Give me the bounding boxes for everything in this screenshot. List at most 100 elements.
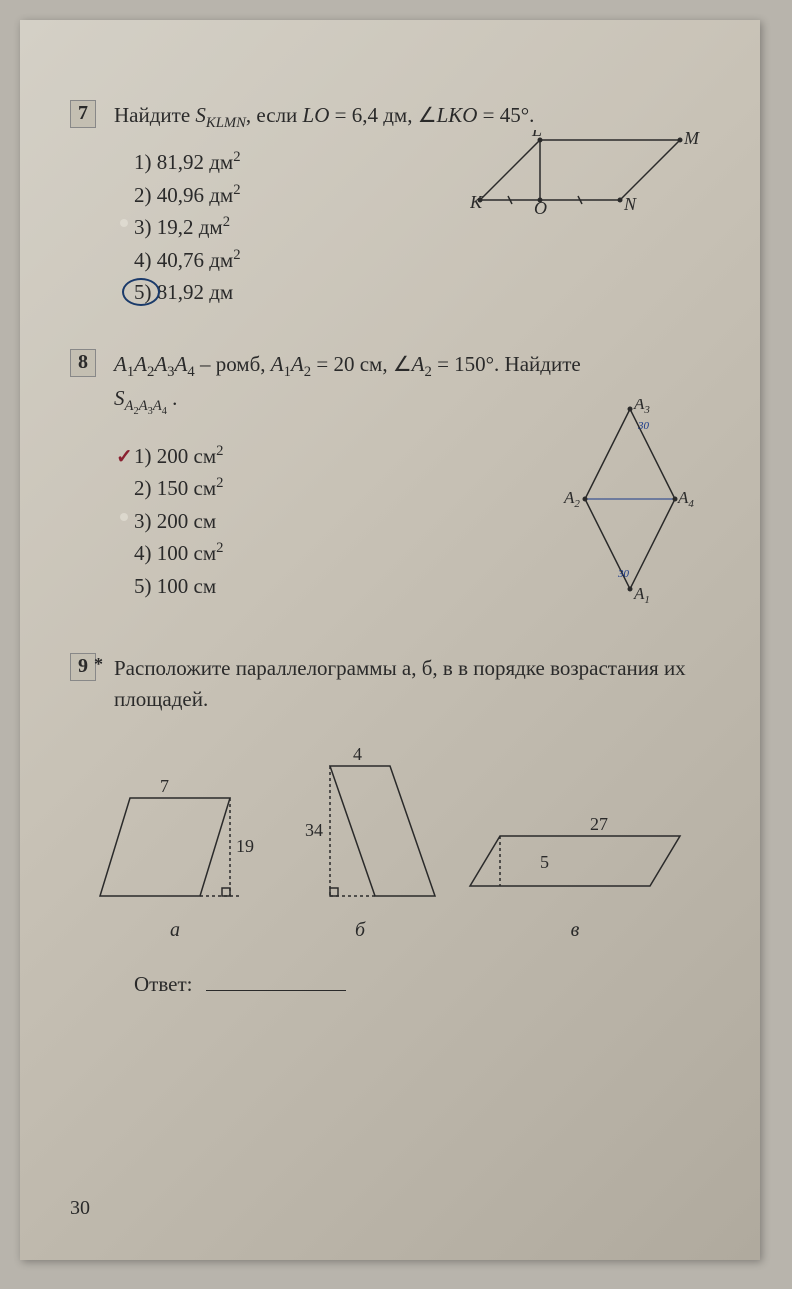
pen-check-icon: ✓ xyxy=(116,442,133,473)
shape-a-label: а xyxy=(90,919,260,942)
opt-num: 4) xyxy=(134,541,157,565)
option-7-4: 4) 40,76 дм2 xyxy=(134,244,710,277)
parallelogram-c-diagram: 27 5 xyxy=(460,816,690,906)
shape-b: 4 34 б xyxy=(275,746,445,942)
dim-side-c: 5 xyxy=(540,852,549,872)
label-A2: A xyxy=(563,488,575,507)
rhombus-diagram: A3 A4 A1 A2 30 30 xyxy=(560,399,700,609)
parallelogram-b-diagram: 4 34 xyxy=(275,746,445,906)
opt-sup: 2 xyxy=(216,540,223,556)
t: A xyxy=(134,352,147,376)
opt-val: 19,2 дм xyxy=(157,215,223,239)
opt-sup: 2 xyxy=(223,214,230,230)
t: A xyxy=(154,352,167,376)
t: 2 xyxy=(424,364,431,380)
problem-number-8: 8 xyxy=(70,349,96,377)
t: A xyxy=(153,398,162,414)
sub: 4 xyxy=(688,498,694,510)
page: 7 Найдите SKLMN, если LO = 6,4 дм, ∠LKO … xyxy=(20,20,760,1260)
opt-num: 3) xyxy=(134,509,157,533)
page-number: 30 xyxy=(70,1197,90,1220)
opt-num: 1) xyxy=(134,150,157,174)
opt-sup: 2 xyxy=(233,182,240,198)
parallelogram-klmn-diagram: K L M N O xyxy=(470,130,700,215)
parallelogram-a-diagram: 7 19 xyxy=(90,776,260,906)
opt-val: 200 см xyxy=(157,444,216,468)
text: = 45°. xyxy=(477,103,534,127)
dim-side-a: 19 xyxy=(236,836,254,856)
opt-sup: 2 xyxy=(233,247,240,263)
svg-text:A3: A3 xyxy=(633,399,650,416)
t: A xyxy=(291,352,304,376)
t: 4 xyxy=(187,364,194,380)
opt-sup: 2 xyxy=(216,475,223,491)
sub: 3 xyxy=(643,404,650,416)
opt-num: 4) xyxy=(134,248,157,272)
eraser-dot-icon xyxy=(120,513,128,521)
label-M: M xyxy=(683,130,700,148)
opt-num: 3) xyxy=(134,215,157,239)
svg-text:A1: A1 xyxy=(633,584,650,606)
shape-a: 7 19 а xyxy=(90,776,260,942)
shape-b-label: б xyxy=(275,919,445,942)
var-LO: LO xyxy=(303,103,330,127)
eraser-dot-icon xyxy=(120,219,128,227)
option-7-3: 3) 19,2 дм2 xyxy=(134,211,710,244)
problem-9-text: Расположите параллелограммы а, б, в в по… xyxy=(114,653,710,716)
opt-val: 200 см xyxy=(157,509,216,533)
opt-val: 100 см xyxy=(157,541,216,565)
problem-number-9: 9 xyxy=(70,653,96,681)
label-L: L xyxy=(531,130,542,140)
svg-text:A2: A2 xyxy=(563,488,580,510)
text: Найдите xyxy=(114,103,195,127)
opt-val: 100 см xyxy=(157,574,216,598)
answer-blank[interactable] xyxy=(206,990,346,991)
problem-number-7: 7 xyxy=(70,100,96,128)
dim-top-a: 7 xyxy=(160,776,169,796)
opt-val: 40,96 дм xyxy=(157,183,233,207)
problem-8: 8 A1A2A3A4 – ромб, A1A2 = 20 см, ∠A2 = 1… xyxy=(70,349,710,603)
dim-top-b: 4 xyxy=(353,746,362,764)
t: S xyxy=(114,386,125,410)
dim-side-b: 34 xyxy=(305,820,323,840)
t: 1 xyxy=(284,364,291,380)
opt-num: 1) xyxy=(134,444,157,468)
problem-9: 9 Расположите параллелограммы а, б, в в … xyxy=(70,653,710,997)
pen-annotation-top: 30 xyxy=(637,420,650,432)
t: = 20 см, ∠ xyxy=(311,352,412,376)
var-LKO: LKO xyxy=(437,103,478,127)
answer-label: Ответ: xyxy=(134,972,192,996)
option-7-5: 5) 81,92 дм xyxy=(134,276,710,309)
shapes-row: 7 19 а 4 xyxy=(90,746,690,942)
t: = 150°. Найдите xyxy=(432,352,581,376)
t: . xyxy=(167,386,178,410)
text: , если xyxy=(246,103,303,127)
t: A xyxy=(271,352,284,376)
shape-c-label: в xyxy=(460,919,690,942)
label-A1: A xyxy=(633,584,645,603)
dim-top-c: 27 xyxy=(590,816,608,834)
sub: 2 xyxy=(574,498,580,510)
opt-num: 2) xyxy=(134,183,157,207)
opt-sup: 2 xyxy=(233,149,240,165)
t: 2 xyxy=(304,364,311,380)
sub-KLMN: KLMN xyxy=(206,115,246,131)
opt-val: 150 см xyxy=(157,476,216,500)
label-K: K xyxy=(470,192,483,212)
label-A3: A xyxy=(633,399,645,413)
opt-val: 81,92 дм xyxy=(157,150,233,174)
t: A xyxy=(139,398,148,414)
var-S: S xyxy=(195,103,206,127)
text: = 6,4 дм, ∠ xyxy=(329,103,436,127)
shape-c: 27 5 в xyxy=(460,816,690,942)
sub: 1 xyxy=(644,594,650,606)
svg-text:A4: A4 xyxy=(677,488,694,510)
label-A4: A xyxy=(677,488,689,507)
pen-annotation-bottom: 30 xyxy=(617,568,630,580)
t: – ромб, xyxy=(195,352,271,376)
opt-num: 5) xyxy=(134,574,157,598)
t: 3 xyxy=(167,364,174,380)
t: A xyxy=(175,352,188,376)
answer-line: Ответ: xyxy=(134,972,710,997)
t: A xyxy=(412,352,425,376)
